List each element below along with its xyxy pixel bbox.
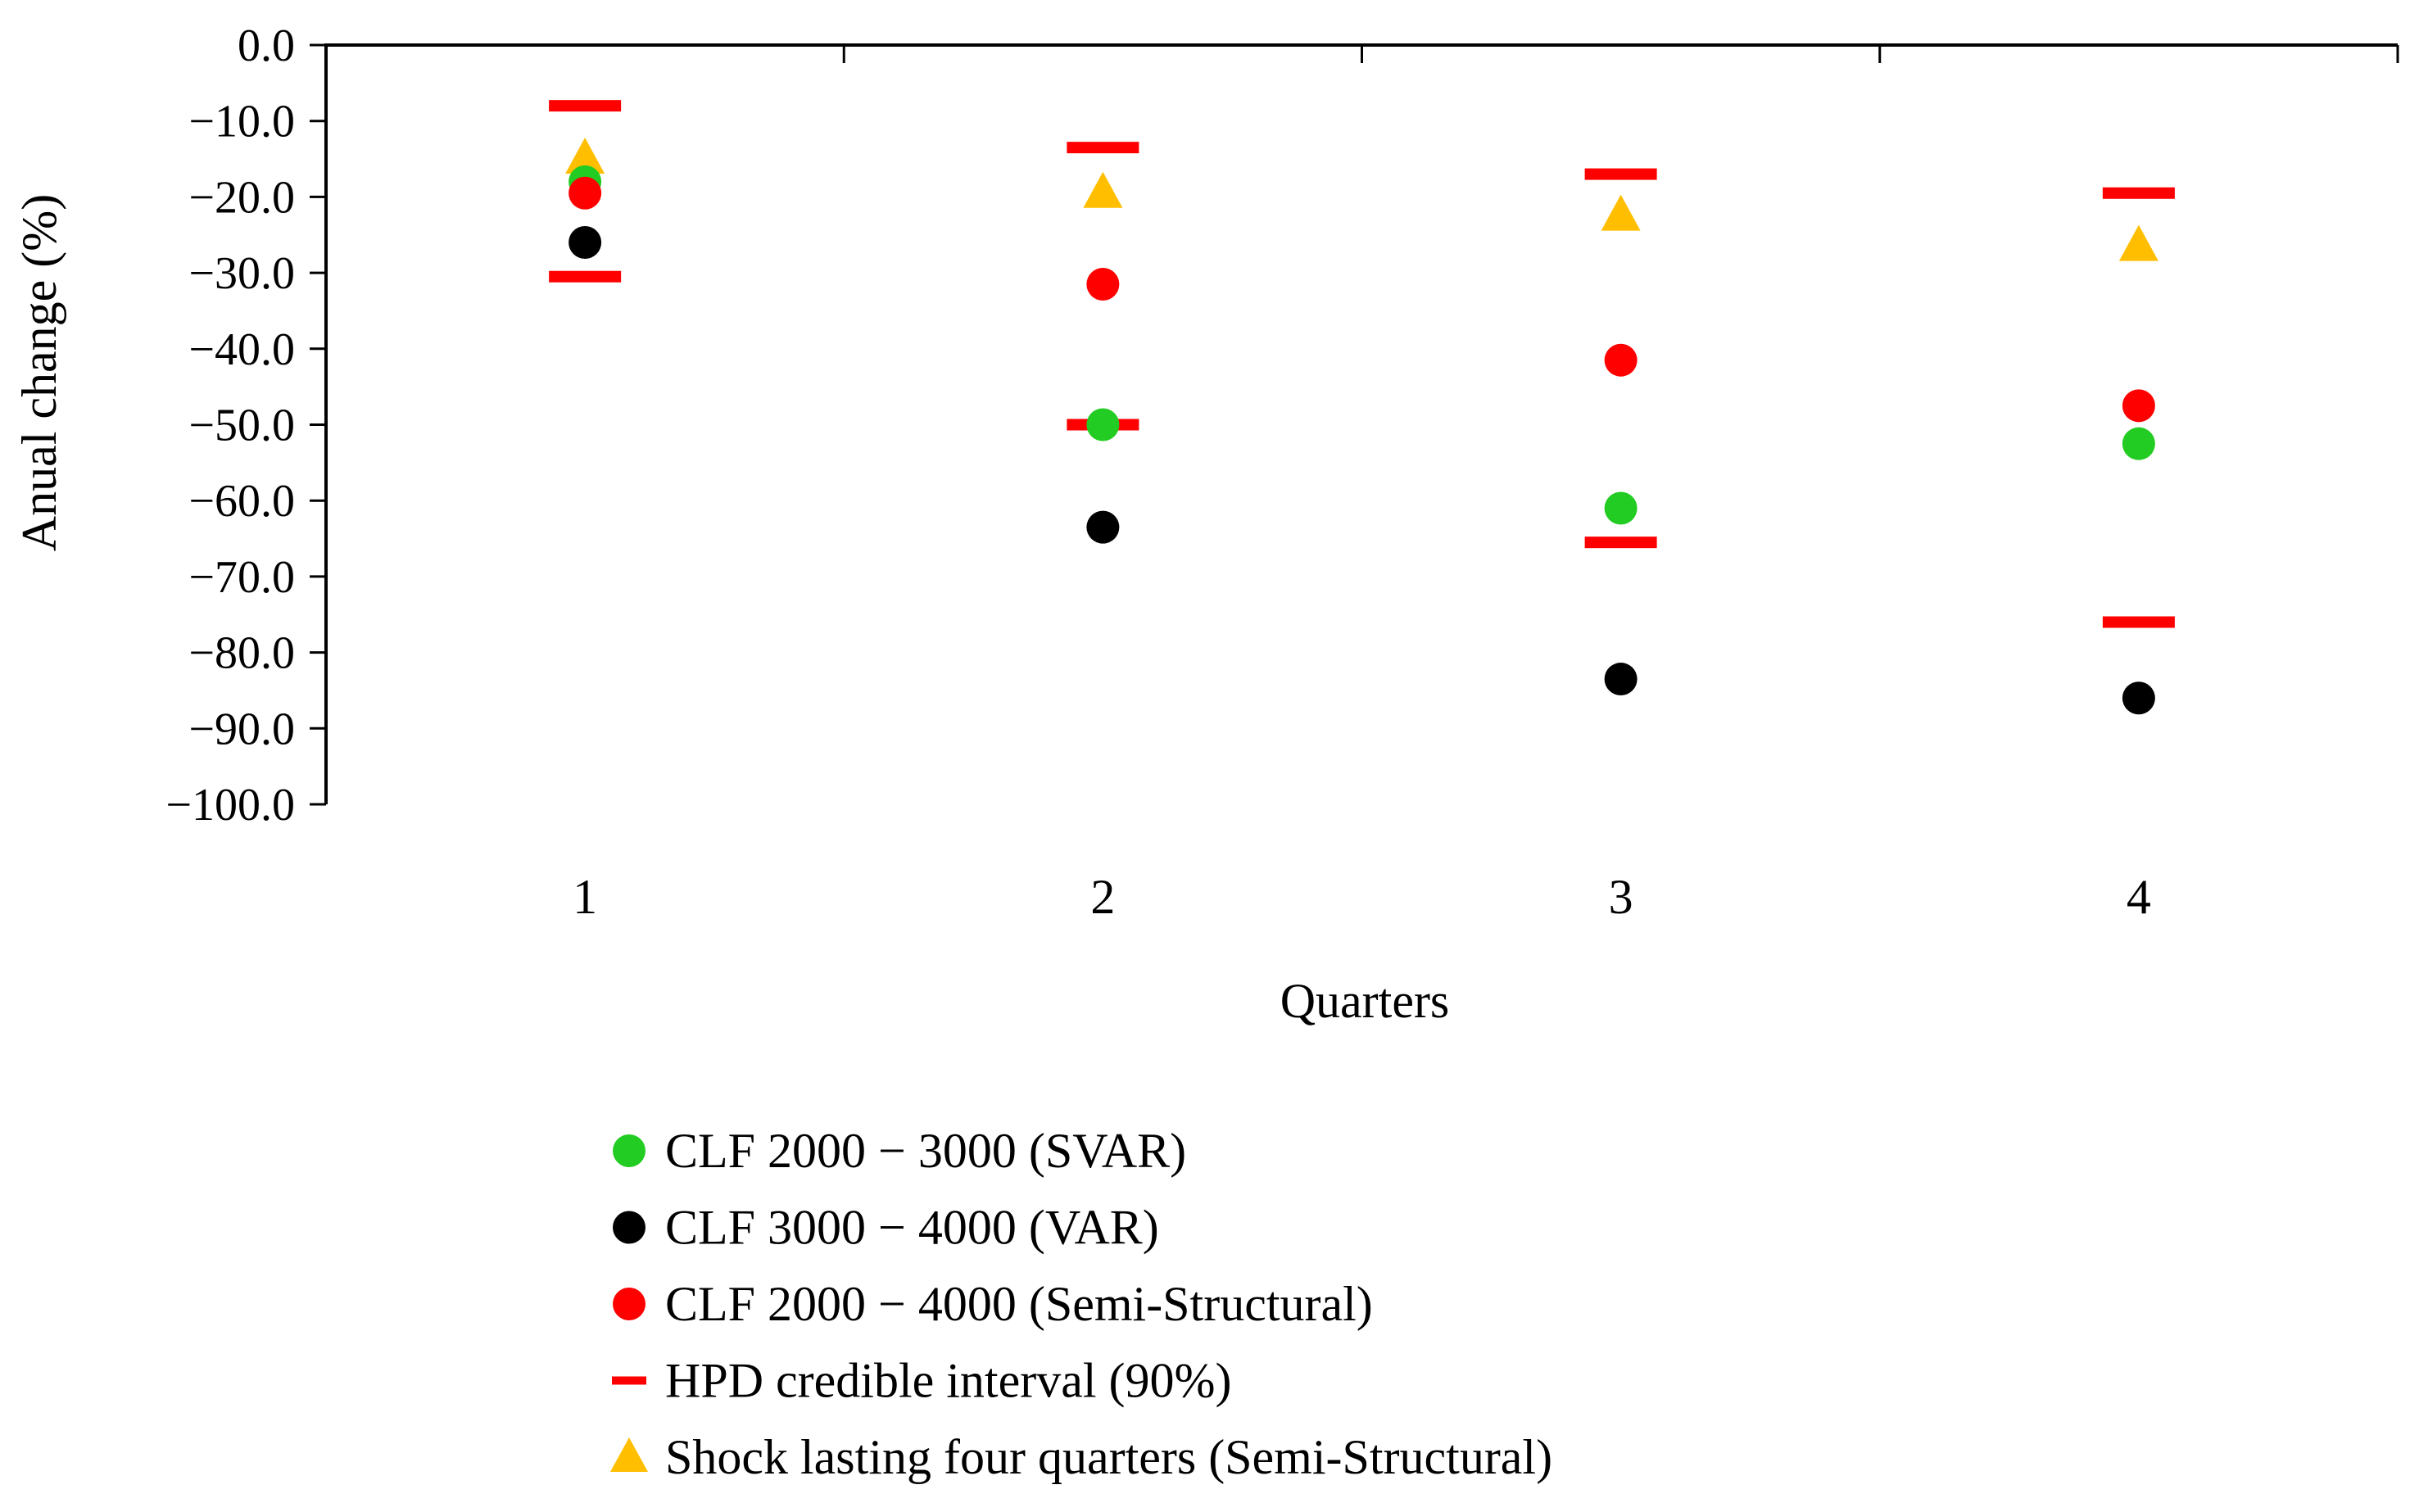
legend-item: CLF 3000 − 4000 (VAR) (613, 1201, 1159, 1255)
axes (324, 43, 2398, 804)
x-tick-label: 3 (1609, 870, 1633, 924)
legend-item: CLF 2000 − 3000 (SVAR) (613, 1124, 1186, 1178)
legend-circle-marker (613, 1134, 646, 1167)
y-tick-label: −80.0 (188, 628, 295, 679)
series-2-point (568, 176, 602, 210)
legend-circle-marker (613, 1288, 646, 1320)
y-tick-label: −30.0 (188, 248, 295, 299)
series-1-point (1086, 510, 1120, 544)
series-2-point (2122, 389, 2155, 423)
legend: CLF 2000 − 3000 (SVAR) CLF 3000 − 4000 (V… (610, 1124, 1552, 1484)
legend-item: HPD credible interval (90%) (612, 1354, 1231, 1408)
hpd-interval-upper-mark (1067, 142, 1139, 154)
series-2-point (1604, 343, 1638, 377)
x-tick-label: 4 (2127, 870, 2151, 924)
y-tick-label: −90.0 (188, 704, 295, 754)
legend-label: CLF 3000 − 4000 (VAR) (665, 1201, 1159, 1255)
y-tick-label: −50.0 (188, 401, 295, 451)
x-axis-label: Quarters (1280, 974, 1450, 1028)
legend-label: Shock lasting four quarters (Semi-Struct… (665, 1430, 1552, 1484)
y-tick-label: −70.0 (188, 552, 295, 603)
series-2-point (1086, 268, 1120, 301)
series-1-point (568, 226, 602, 260)
hpd-interval-upper-mark (549, 100, 622, 112)
y-tick-label: −10.0 (188, 97, 295, 147)
y-axis-ticks: 0.0 −10.0 −20.0 −30.0 −40.0 −50.0 −60.0 −70.0 −8… (165, 20, 326, 831)
hpd-interval-lower-mark (2102, 616, 2175, 628)
hpd-interval-upper-mark (1584, 168, 1657, 180)
shock-four-quarters-point (1601, 194, 1641, 231)
hpd-interval-lower-mark (549, 270, 622, 283)
shock-four-quarters-point (1083, 171, 1123, 208)
series-1-point (1604, 663, 1638, 696)
shock-four-quarters-point (565, 138, 605, 174)
series-0-point (1086, 408, 1120, 441)
legend-circle-marker (613, 1211, 646, 1244)
y-tick-label: −40.0 (188, 324, 295, 375)
hpd-interval-lower-mark (1584, 536, 1657, 549)
y-tick-label: −20.0 (188, 172, 295, 223)
y-tick-label: −60.0 (188, 476, 295, 527)
x-axis-ticks: 1 2 3 4 (573, 45, 2399, 924)
legend-dash-marker (612, 1376, 646, 1385)
legend-label: CLF 2000 − 3000 (SVAR) (665, 1124, 1186, 1178)
y-axis-label: Anual change (%) (12, 194, 66, 551)
legend-triangle-marker (610, 1437, 648, 1472)
y-tick-label: 0.0 (238, 20, 295, 71)
legend-item: CLF 2000 − 4000 (Semi-Structural) (613, 1277, 1373, 1331)
legend-label: HPD credible interval (90%) (665, 1354, 1231, 1408)
x-tick-label: 1 (573, 870, 597, 924)
plot-marks (549, 100, 2175, 715)
legend-label: CLF 2000 − 4000 (Semi-Structural) (665, 1277, 1373, 1331)
series-0-point (1604, 491, 1638, 525)
x-tick-label: 2 (1090, 870, 1115, 924)
legend-item: Shock lasting four quarters (Semi-Struct… (610, 1430, 1552, 1484)
series-0-point (2122, 427, 2155, 460)
shock-four-quarters-point (2118, 224, 2158, 261)
y-tick-label: −100.0 (165, 780, 295, 831)
series-1-point (2122, 681, 2155, 715)
hpd-interval-upper-mark (2102, 187, 2175, 199)
